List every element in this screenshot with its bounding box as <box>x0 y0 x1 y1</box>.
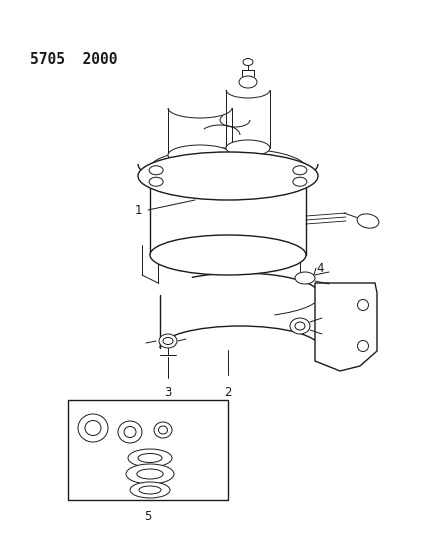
Ellipse shape <box>149 166 163 175</box>
Ellipse shape <box>137 469 163 479</box>
Ellipse shape <box>154 422 172 438</box>
Text: 4: 4 <box>316 262 324 274</box>
Ellipse shape <box>290 318 310 334</box>
Ellipse shape <box>239 76 257 88</box>
Ellipse shape <box>163 337 173 344</box>
Ellipse shape <box>124 426 136 438</box>
Ellipse shape <box>128 449 172 467</box>
Ellipse shape <box>295 322 305 330</box>
Ellipse shape <box>150 235 306 275</box>
Ellipse shape <box>357 341 369 351</box>
Text: 2: 2 <box>224 386 232 399</box>
Text: 1: 1 <box>134 204 142 216</box>
Ellipse shape <box>226 140 270 156</box>
Ellipse shape <box>130 482 170 498</box>
Ellipse shape <box>78 414 108 442</box>
Ellipse shape <box>243 59 253 66</box>
Ellipse shape <box>118 421 142 443</box>
Ellipse shape <box>293 177 307 186</box>
Ellipse shape <box>168 145 232 165</box>
Polygon shape <box>315 283 377 371</box>
Ellipse shape <box>357 300 369 311</box>
Ellipse shape <box>357 214 379 228</box>
Ellipse shape <box>293 166 307 175</box>
Text: 5705  2000: 5705 2000 <box>30 52 118 67</box>
Ellipse shape <box>85 421 101 435</box>
Ellipse shape <box>158 426 167 434</box>
Text: 5: 5 <box>144 510 152 523</box>
Ellipse shape <box>138 454 162 463</box>
Ellipse shape <box>138 152 318 200</box>
Text: 3: 3 <box>164 386 172 399</box>
Ellipse shape <box>139 486 161 494</box>
Ellipse shape <box>126 464 174 484</box>
Ellipse shape <box>295 272 315 284</box>
Ellipse shape <box>159 334 177 348</box>
Ellipse shape <box>149 177 163 186</box>
Bar <box>68 400 228 500</box>
